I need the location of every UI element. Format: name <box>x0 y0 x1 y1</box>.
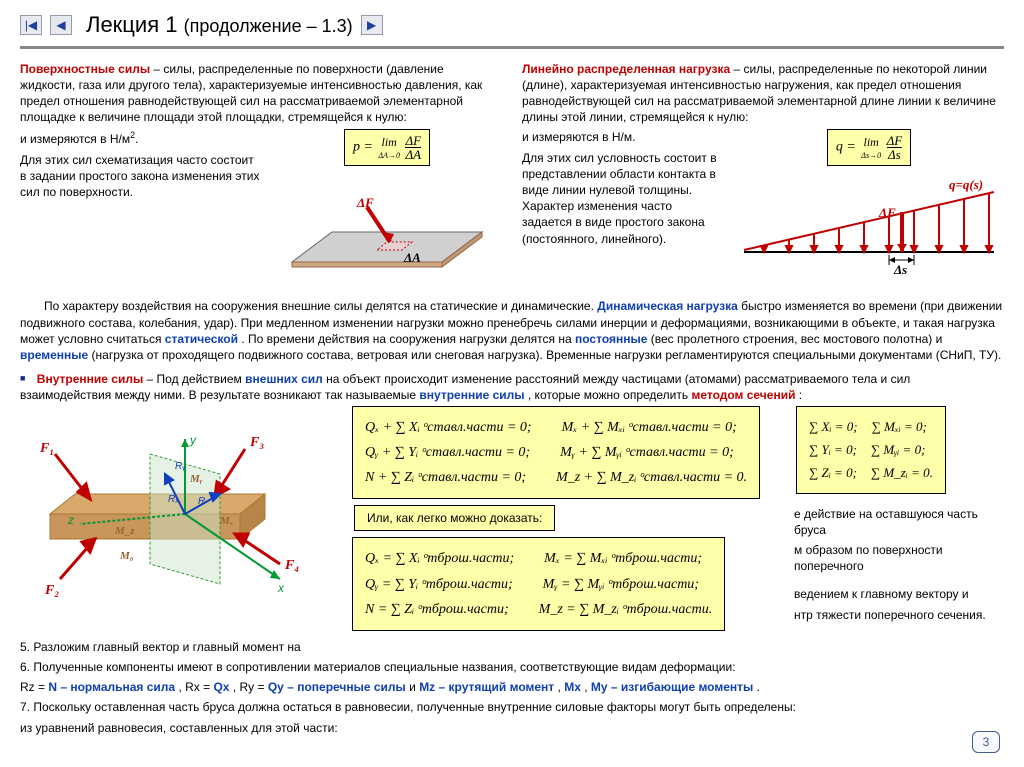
line-load-term: Линейно распределенная нагрузка <box>522 62 730 76</box>
fragment-line-3: ведением к главному вектору и <box>794 586 1004 602</box>
formula-line-load: q = lim Δs→0 ΔF Δs <box>827 129 911 166</box>
line-7b: из уравнений равновесия, составленных дл… <box>20 720 1004 736</box>
svg-text:Mₓ: Mₓ <box>219 515 234 527</box>
svg-text:M_z: M_z <box>114 525 135 537</box>
surface-units: и измеряются в Н/м2. <box>20 129 262 147</box>
slide-title: Лекция 1 (продолжение – 1.3) <box>86 10 353 40</box>
section-method-row: y x z F₁ F₃ F₂ F₄ M_z Mᵧ Mₓ <box>20 404 1004 633</box>
line-load-diagram: ΔF q=q(s) Δs <box>734 172 1004 282</box>
load-qs-label: q=q(s) <box>949 177 983 192</box>
formula-pressure: p = lim ΔA→0 ΔF ΔA <box>344 129 430 166</box>
svg-text:R: R <box>198 496 205 507</box>
nav-next-button[interactable]: ▶ <box>361 15 383 35</box>
surface-schem: Для этих сил схематизация часто состоит … <box>20 152 262 201</box>
title-main: Лекция 1 <box>86 12 177 37</box>
internal-forces-bullet-list: Внутренние силы – Под действием внешних … <box>20 371 1004 403</box>
beam-section-diagram: y x z F₁ F₃ F₂ F₄ M_z Mᵧ Mₓ <box>20 404 340 608</box>
title-sub: (продолжение – 1.3) <box>184 16 353 36</box>
svg-text:F₃: F₃ <box>249 435 264 450</box>
page-number: 3 <box>972 731 1000 753</box>
svg-text:x: x <box>277 581 285 595</box>
line-6b: Rz = N – нормальная сила , Rx = Qx , Ry … <box>20 679 1004 695</box>
diagram-dA-label: ΔA <box>403 250 421 265</box>
surface-forces-term: Поверхностные силы <box>20 62 150 76</box>
nav-first-button[interactable]: |◀ <box>20 15 42 35</box>
formula-box-sums: ∑ Xᵢ = 0;∑ Mₓᵢ = 0; ∑ Yᵢ = 0;∑ Mᵧᵢ = 0; … <box>796 406 946 494</box>
load-ds-label: Δs <box>893 262 907 277</box>
line-5: 5. Разложим главный вектор и главный мом… <box>20 639 1004 655</box>
surface-forces-column: Поверхностные силы – силы, распределенны… <box>20 61 502 289</box>
line-units: и измеряются в Н/м. <box>522 129 724 145</box>
load-dF-label: ΔF <box>878 205 896 220</box>
fragment-line-1: е действие на оставшуюся часть бруса <box>794 506 1004 538</box>
line-schem: Для этих сил условность состоит в предст… <box>522 150 724 247</box>
right-fragment-column: ∑ Xᵢ = 0;∑ Mₓᵢ = 0; ∑ Yᵢ = 0;∑ Mᵧᵢ = 0; … <box>794 404 1004 627</box>
top-two-columns: Поверхностные силы – силы, распределенны… <box>20 61 1004 289</box>
surface-diagram: ΔF ΔA <box>272 172 502 282</box>
internal-forces-bullet: Внутренние силы – Под действием внешних … <box>20 371 1004 403</box>
formula-box-left-part: Qₓ + ∑ Xᵢ ᵒставл.части = 0;Mₓ + ∑ Mₓᵢ ᵒс… <box>352 406 760 500</box>
line-load-column: Линейно распределенная нагрузка – силы, … <box>522 61 1004 289</box>
svg-text:Rᵧ: Rᵧ <box>175 461 186 472</box>
fragment-line-4: нтр тяжести поперечного сечения. <box>794 607 1004 623</box>
nav-prev-button[interactable]: ◀ <box>50 15 72 35</box>
line-6: 6. Полученные компоненты имеют в сопроти… <box>20 659 1004 675</box>
formula-box-dropped-part: Qₓ = ∑ Xᵢ ᵒтброш.части;Mₓ = ∑ Mₓᵢ ᵒтброш… <box>352 537 725 631</box>
svg-text:M₀: M₀ <box>119 550 134 562</box>
slide-header: |◀ ◀ Лекция 1 (продолжение – 1.3) ▶ <box>20 10 1004 49</box>
svg-text:F₄: F₄ <box>284 558 299 573</box>
svg-text:F₂: F₂ <box>44 583 59 598</box>
line-7: 7. Поскольку оставленная часть бруса дол… <box>20 699 1004 715</box>
line-load-def: Линейно распределенная нагрузка – силы, … <box>522 61 1004 126</box>
fragment-line-2: м образом по поверхности поперечного <box>794 542 1004 574</box>
diagram-dF-label: ΔF <box>356 195 374 210</box>
equilibrium-formulas: Qₓ + ∑ Xᵢ ᵒставл.части = 0;Mₓ + ∑ Mₓᵢ ᵒс… <box>350 404 784 633</box>
svg-text:Rₓ: Rₓ <box>168 494 179 505</box>
svg-text:z: z <box>67 513 74 527</box>
formula-note: Или, как легко можно доказать: <box>354 505 555 531</box>
surface-forces-def: Поверхностные силы – силы, распределенны… <box>20 61 502 126</box>
svg-text:y: y <box>189 433 197 447</box>
svg-text:F₁: F₁ <box>39 441 54 456</box>
svg-text:Mᵧ: Mᵧ <box>189 473 203 485</box>
classification-paragraph: По характеру воздействия на сооружения в… <box>20 298 1004 363</box>
